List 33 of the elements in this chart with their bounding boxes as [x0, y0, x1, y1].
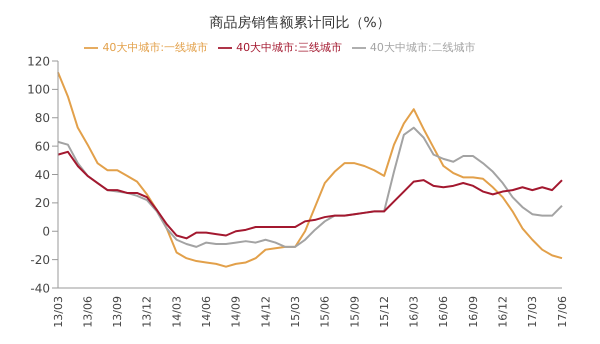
x-tick-label: 15/12 [378, 296, 391, 328]
x-tick-label: 13/09 [111, 296, 124, 328]
y-tick-label: 80 [34, 111, 50, 126]
y-tick-label: -40 [30, 281, 50, 296]
x-tick-label: 13/06 [81, 296, 94, 328]
legend-label: 40大中城市:二线城市 [370, 41, 476, 54]
y-tick-label: 60 [34, 139, 50, 154]
x-tick-label: 15/09 [348, 296, 362, 328]
x-tick-label: 14/03 [170, 296, 184, 328]
legend-label: 40大中城市:一线城市 [102, 41, 208, 54]
x-tick-label: 15/06 [318, 296, 332, 328]
x-tick-label: 13/03 [52, 296, 65, 328]
x-tick-label: 14/09 [230, 296, 243, 328]
y-tick-label: 120 [27, 54, 50, 68]
x-tick-label: 17/06 [556, 296, 569, 328]
y-tick-label: 100 [27, 82, 50, 97]
x-tick-label: 16/09 [466, 296, 480, 328]
x-tick-label: 16/06 [437, 296, 450, 328]
line-series [57, 71, 563, 268]
x-tick-label: 14/12 [259, 296, 272, 328]
x-tick-label: 15/03 [288, 296, 302, 328]
x-tick-label: 16/03 [408, 296, 421, 328]
y-tick-label: 0 [42, 224, 50, 239]
x-tick-label: 13/12 [140, 296, 154, 328]
legend-label: 40大中城市:三线城市 [236, 41, 342, 54]
line-series [57, 150, 563, 240]
y-tick-label: -20 [30, 252, 50, 267]
y-tick-label: 40 [34, 168, 50, 182]
x-tick-label: 17/03 [526, 296, 540, 328]
x-tick-label: 14/06 [200, 296, 214, 328]
chart-title: 商品房销售额累计同比（%） [208, 14, 392, 32]
y-tick-label: 20 [34, 196, 50, 210]
x-tick-label: 16/12 [496, 296, 510, 328]
